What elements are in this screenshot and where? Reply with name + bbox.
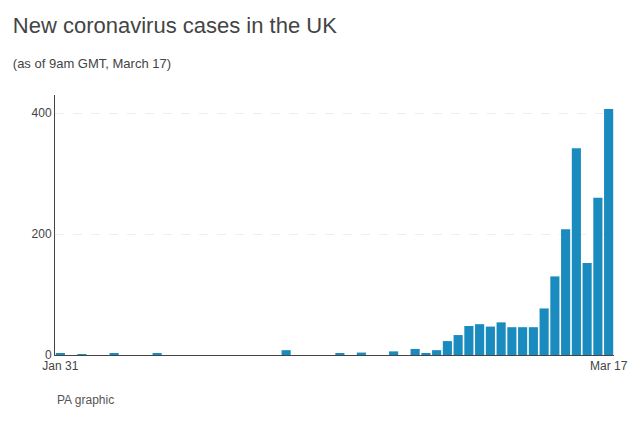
svg-text:PA graphic: PA graphic — [57, 393, 114, 407]
svg-text:New coronavirus cases in the U: New coronavirus cases in the UK — [13, 13, 337, 38]
svg-text:(as of 9am GMT, March 17): (as of 9am GMT, March 17) — [13, 56, 171, 71]
svg-text:Mar 17: Mar 17 — [590, 359, 628, 373]
svg-text:0: 0 — [45, 348, 52, 362]
svg-text:200: 200 — [32, 227, 52, 241]
svg-text:Jan 31: Jan 31 — [42, 359, 78, 373]
svg-text:400: 400 — [32, 106, 52, 120]
